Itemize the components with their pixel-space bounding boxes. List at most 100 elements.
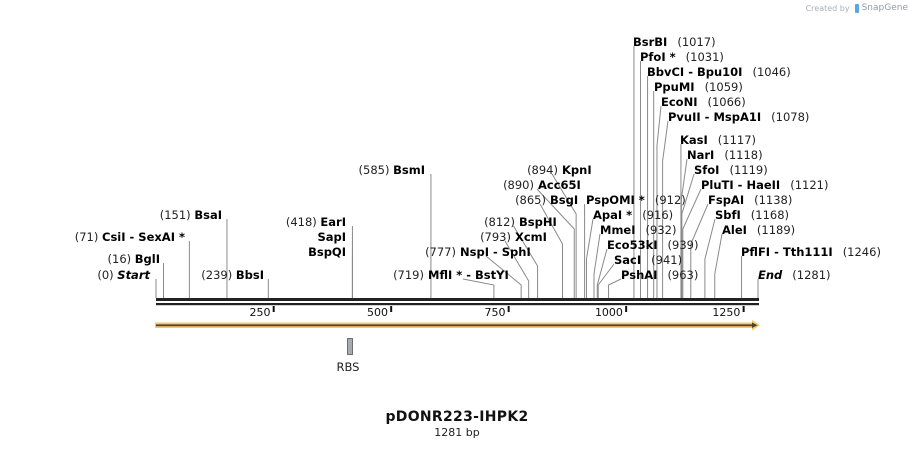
restriction-site-label[interactable]: XcmI — [515, 230, 547, 244]
restriction-site-label[interactable]: (16) BglI — [108, 252, 160, 266]
restriction-site-label[interactable]: BspHI — [519, 215, 557, 229]
site-position: (1281) — [792, 268, 830, 282]
orf-arrowhead-icon — [752, 322, 758, 328]
restriction-site-label[interactable]: (585) BsmI — [359, 163, 425, 177]
site-name: PspOMI * — [586, 193, 645, 207]
restriction-site-label[interactable]: BspQI — [308, 245, 346, 259]
ruler-tick — [272, 306, 275, 312]
restriction-site-label[interactable]: SapI — [317, 230, 346, 244]
site-name: PvuII - MspA1I — [668, 110, 761, 124]
restriction-site-lines — [155, 46, 759, 298]
restriction-site-label[interactable]: AleI (1189) — [722, 223, 795, 237]
plasmid-name: pDONR223-IHPK2 — [385, 409, 529, 425]
rbs-feature[interactable]: RBS — [337, 338, 360, 375]
sequence-backbone — [156, 298, 759, 306]
restriction-site-label[interactable]: ApaI * (916) — [593, 208, 673, 222]
restriction-site-labels: (0) Start (16) BglI (71) CsiI - SexAI * (15… — [75, 35, 881, 282]
restriction-site-label[interactable]: (418) EarI — [286, 215, 346, 229]
site-name: SapI — [317, 230, 346, 244]
site-position: (1078) — [771, 110, 809, 124]
restriction-site-label[interactable]: PfoI * (1031) — [640, 50, 724, 64]
site-line — [593, 233, 601, 298]
restriction-site-label[interactable]: (0) Start — [97, 268, 150, 282]
rbs-label: RBS — [337, 360, 360, 374]
restriction-site-label[interactable]: Eco53kI (939) — [607, 238, 698, 252]
site-line — [704, 218, 716, 298]
site-position: (1046) — [752, 65, 790, 79]
site-name: End — [758, 268, 783, 282]
restriction-site-label[interactable]: PpuMI (1059) — [654, 80, 743, 94]
backbone-bottom-strand — [156, 303, 759, 306]
site-position: (71) — [75, 230, 102, 244]
restriction-site-label[interactable]: BsgI — [550, 193, 578, 207]
site-name: EarI — [320, 215, 346, 229]
restriction-site-label[interactable]: BbvCI - Bpu10I (1046) — [647, 65, 791, 79]
site-position: (719) — [393, 268, 424, 282]
site-name: SfoI — [694, 163, 719, 177]
site-name: BsmI — [393, 163, 425, 177]
restriction-site-label[interactable]: PspOMI * (912) — [586, 193, 686, 207]
site-name: PpuMI — [654, 80, 695, 94]
site-name: PflFI - Tth111I — [741, 245, 833, 259]
restriction-site-label[interactable]: End (1281) — [758, 268, 831, 282]
site-position: (1119) — [729, 163, 767, 177]
site-position: (16) — [108, 252, 135, 266]
restriction-site-label[interactable]: KasI (1117) — [680, 133, 756, 147]
site-name: ApaI * — [593, 208, 632, 222]
restriction-site-label[interactable]: SacI (941) — [614, 253, 682, 267]
site-name: SacI — [614, 253, 641, 267]
restriction-site-label[interactable]: FspAI (1138) — [708, 193, 792, 207]
site-name: KasI — [680, 133, 708, 147]
site-name: CsiI - SexAI * — [102, 230, 185, 244]
ruler-tick-label: 1250 — [712, 306, 740, 319]
ruler-tick — [390, 306, 393, 312]
site-line — [597, 263, 615, 298]
restriction-site-label[interactable]: (239) BbsI — [201, 268, 264, 282]
restriction-site-label[interactable]: PflFI - Tth111I (1246) — [741, 245, 881, 259]
site-position: (0) — [97, 268, 117, 282]
site-line — [681, 173, 695, 298]
site-position: (1138) — [754, 193, 792, 207]
backbone-top-strand — [156, 298, 759, 301]
site-line — [585, 218, 594, 298]
site-name: BsrBI — [633, 35, 667, 49]
site-line — [462, 278, 495, 298]
site-line — [608, 278, 622, 298]
restriction-site-label[interactable]: NspI - SphI — [460, 245, 531, 259]
restriction-site-label[interactable]: MflI * - BstYI — [428, 268, 509, 282]
site-position: (812) — [484, 215, 515, 229]
restriction-site-label[interactable]: BsrBI (1017) — [633, 35, 716, 49]
site-line — [536, 188, 575, 298]
restriction-site-label[interactable]: PluTI - HaeII (1121) — [701, 178, 828, 192]
restriction-site-label[interactable]: MmeI (932) — [600, 223, 676, 237]
site-position: (1031) — [686, 50, 724, 64]
restriction-site-label[interactable]: KpnI — [562, 163, 592, 177]
restriction-site-label[interactable]: SfoI (1119) — [694, 163, 768, 177]
site-position: (1118) — [724, 148, 762, 162]
site-name: BsaI — [194, 208, 222, 222]
ruler-tick — [625, 306, 628, 312]
snapgene-logo-icon — [854, 3, 859, 13]
site-line — [714, 233, 723, 298]
site-line — [690, 203, 709, 298]
site-position: (1189) — [757, 223, 795, 237]
site-name: BglI — [135, 252, 160, 266]
site-position: (418) — [286, 215, 321, 229]
restriction-site-label[interactable]: (151) BsaI — [160, 208, 222, 222]
orf-line — [156, 324, 753, 327]
orf-feature[interactable] — [155, 320, 760, 331]
site-position: (963) — [667, 268, 698, 282]
site-line — [539, 203, 564, 298]
site-name: BspHI — [519, 215, 557, 229]
site-name: PluTI - HaeII — [701, 178, 780, 192]
site-name: NspI - SphI — [460, 245, 531, 259]
restriction-site-label[interactable]: Acc65I — [538, 178, 581, 192]
restriction-site-label[interactable]: (71) CsiI - SexAI * — [75, 230, 185, 244]
restriction-site-label[interactable]: PshAI (963) — [621, 268, 698, 282]
snapgene-credit: Created by SnapGene — [806, 3, 908, 13]
restriction-site-label[interactable]: EcoNI (1066) — [661, 95, 746, 109]
restriction-site-label[interactable]: PvuII - MspA1I (1078) — [668, 110, 809, 124]
restriction-site-label[interactable]: SbfI (1168) — [715, 208, 789, 222]
restriction-site-label[interactable]: NarI (1118) — [687, 148, 763, 162]
